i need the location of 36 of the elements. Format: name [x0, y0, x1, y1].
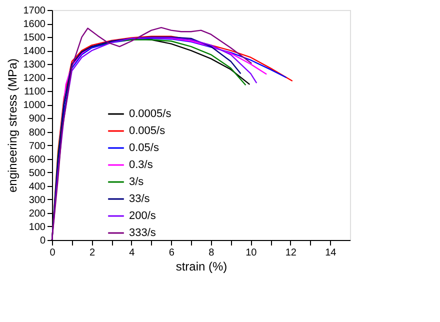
- y-tick-label: 900: [28, 114, 46, 125]
- legend-label: 3/s: [129, 176, 144, 188]
- y-tick-label: 100: [28, 222, 46, 233]
- y-tick-label: 1100: [24, 86, 46, 98]
- y-tick-label: 1700: [23, 6, 46, 16]
- x-tick-label: 12: [285, 248, 297, 258]
- y-tick-label: 1300: [23, 60, 46, 71]
- x-tick-label: 0: [50, 248, 56, 258]
- y-tick-label: 800: [28, 127, 46, 138]
- y-axis-title: engineering stress (MPa): [5, 58, 20, 193]
- y-tick-label: 400: [28, 181, 46, 192]
- x-tick-label: 10: [246, 248, 258, 258]
- legend-label: 0.3/s: [129, 159, 154, 171]
- y-tick-label: 1400: [23, 46, 46, 58]
- y-tick-label: 700: [28, 140, 46, 152]
- x-tick-label: 6: [168, 248, 175, 258]
- x-tick-label: 8: [208, 248, 215, 258]
- legend-label: 200/s: [129, 210, 156, 222]
- y-tick-label: 600: [28, 154, 46, 166]
- x-tick-label: 2: [89, 248, 96, 258]
- x-axis-title: strain (%): [176, 260, 228, 274]
- y-tick-label: 1200: [23, 73, 46, 84]
- y-tick-label: 200: [28, 208, 46, 220]
- legend-label: 0.05/s: [129, 142, 160, 154]
- y-tick-label: 1000: [23, 100, 46, 112]
- y-tick-label: 0: [40, 236, 46, 246]
- x-tick-label: 4: [129, 248, 136, 258]
- x-tick-label: 14: [325, 248, 337, 258]
- legend-label: 0.005/s: [129, 125, 166, 137]
- y-tick-label: 1600: [23, 19, 46, 30]
- legend-label: 0.0005/s: [129, 108, 172, 120]
- y-tick-label: 1500: [23, 32, 46, 44]
- legend-label: 333/s: [129, 227, 156, 239]
- y-tick-label: 300: [28, 194, 46, 206]
- legend-label: 33/s: [129, 193, 150, 205]
- y-tick-label: 500: [28, 168, 46, 179]
